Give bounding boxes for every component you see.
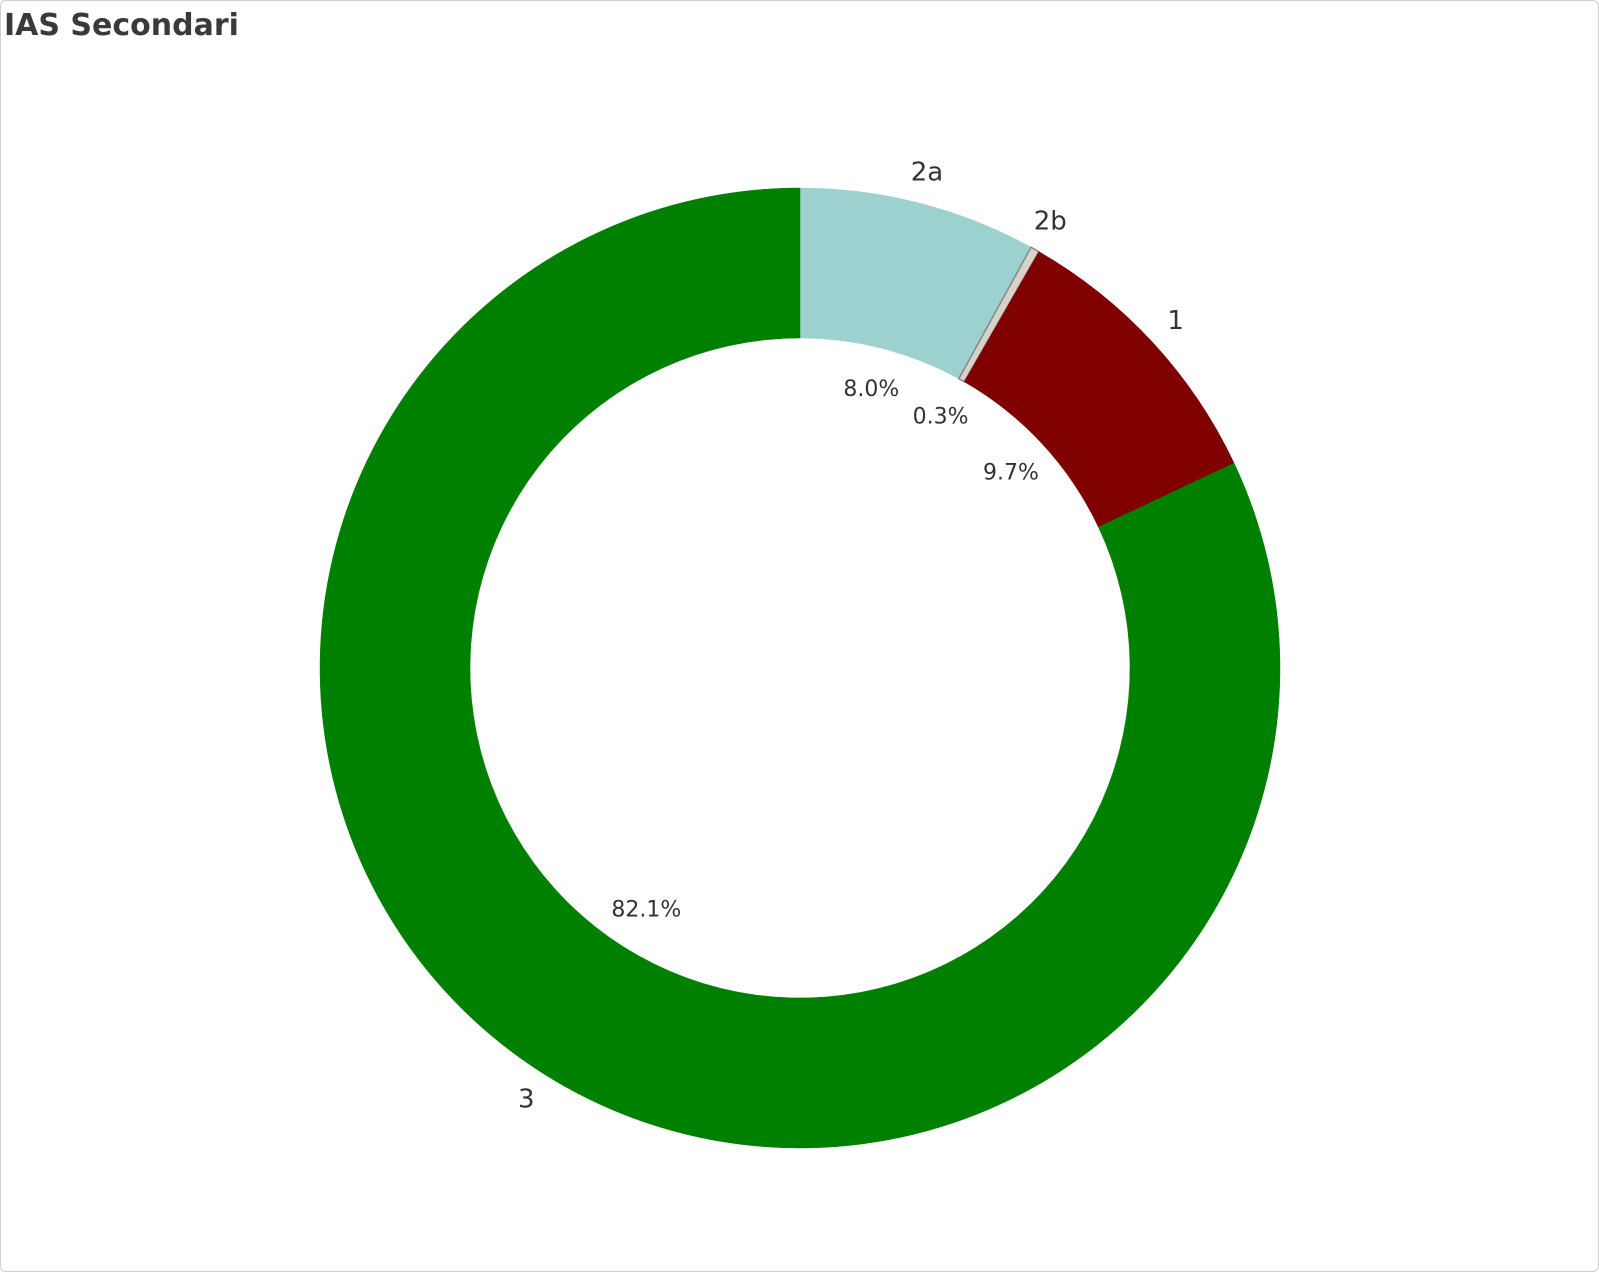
value-label: 8.0%	[843, 377, 899, 402]
value-label: 0.3%	[913, 405, 969, 430]
slice-label: 3	[518, 1084, 535, 1114]
value-label: 9.7%	[983, 460, 1039, 485]
slice-label: 1	[1167, 306, 1184, 336]
slice-label: 2b	[1034, 207, 1067, 237]
chart-title: IAS Secondari	[4, 8, 239, 43]
value-label: 82.1%	[611, 897, 681, 922]
donut-slice	[319, 187, 1281, 1149]
slice-label: 2a	[911, 157, 943, 187]
